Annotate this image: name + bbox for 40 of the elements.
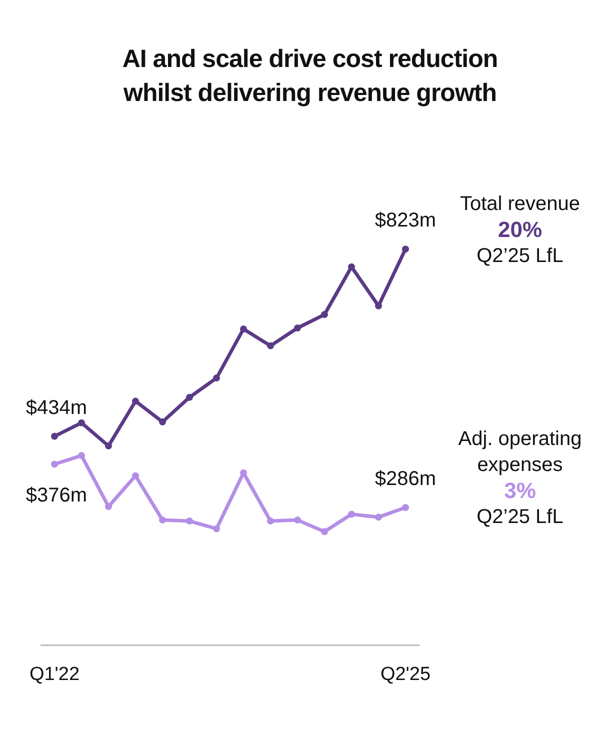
text: Adj. operating expenses: [457, 426, 583, 478]
x-tick-label: Q1'22: [29, 664, 80, 685]
point: [105, 442, 112, 450]
point: [321, 311, 328, 318]
point: [78, 452, 85, 460]
data-label: $286m: [374, 468, 436, 490]
x-tick-label: Q2'25: [380, 664, 431, 685]
data-label: $823m: [374, 210, 436, 232]
point: [213, 525, 220, 532]
point: [240, 325, 247, 332]
point: [186, 394, 193, 401]
point: [402, 246, 409, 253]
text: 20%: [496, 217, 544, 244]
point: [375, 514, 382, 521]
data-label: $376m: [26, 484, 88, 507]
point: [186, 518, 193, 525]
point: [105, 503, 112, 510]
point: [159, 516, 166, 524]
point: [402, 504, 409, 512]
point: [159, 418, 166, 426]
point: [78, 419, 85, 426]
data-label: $434m: [26, 396, 88, 419]
text: 3%: [503, 478, 537, 504]
point: [132, 472, 139, 480]
point: [348, 263, 355, 270]
point: [294, 516, 301, 524]
point: [51, 432, 58, 440]
point: [348, 510, 355, 518]
point: [267, 342, 274, 350]
point: [132, 398, 139, 405]
chart-title: AI and scale drive cost reduction whilst delivering revenue growth: [121, 44, 499, 109]
point: [294, 324, 301, 332]
point: [213, 374, 220, 382]
point: [321, 528, 328, 536]
text: Q2’25 LfL: [476, 504, 564, 530]
point: [267, 518, 274, 525]
text: Q2’25 LfL: [476, 244, 564, 270]
point: [51, 460, 58, 468]
text: Total revenue: [458, 192, 582, 218]
point: [375, 302, 382, 310]
